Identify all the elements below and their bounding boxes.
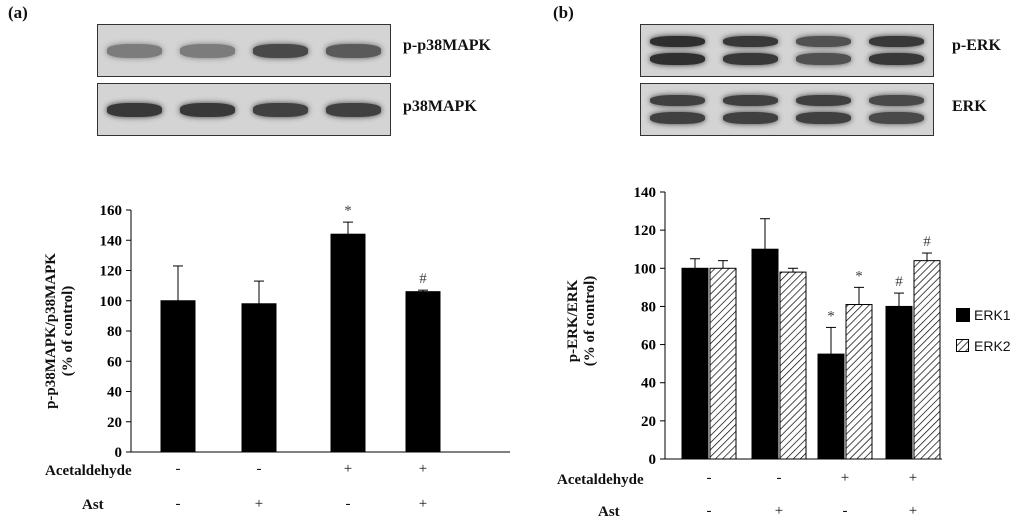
bar [681,267,709,460]
blot-band [106,44,163,58]
significance-mark: # [923,234,931,250]
blot-band [325,103,382,117]
blot-band [325,44,382,58]
panel-a-label: (a) [8,3,28,22]
treatment-mark: + [908,503,918,519]
chart-a-ast-label: Ast [82,497,104,513]
blot-band [179,103,236,117]
treatment-mark: + [254,496,264,512]
significance-mark: # [895,274,903,290]
bar [751,248,779,460]
blot-band [252,44,309,58]
blot-band [722,112,779,125]
blot-band [868,95,925,107]
blot-band [795,112,852,125]
blot-p38mapk [97,83,391,136]
treatment-mark: + [418,496,428,512]
blot-band [649,112,706,125]
y-tick-label: 160 [100,203,123,219]
blot-band [252,103,309,117]
treatment-mark: - [776,470,782,486]
y-tick-label: 20 [641,414,656,430]
blot-band [649,95,706,107]
bar [160,300,196,453]
treatment-mark: + [343,461,353,477]
blot-band [795,95,852,107]
y-tick-label: 0 [649,452,657,468]
treatment-mark: - [256,461,262,477]
bar [913,260,941,460]
treatment-mark: - [175,496,181,512]
y-tick-label: 100 [100,294,123,310]
y-tick-label: 100 [634,261,657,277]
blot-p-p38mapk [97,24,391,77]
y-tick-label: 60 [641,338,656,354]
y-tick-label: 120 [100,264,123,280]
blot-band [868,36,925,48]
bar [779,271,807,460]
legend-erk2-label: ERK2 [974,338,1011,354]
bar [330,233,366,453]
blot-band [106,103,163,117]
blot-band [795,36,852,48]
significance-mark: * [827,308,835,324]
legend-erk2: ERK2 [956,338,1011,354]
y-tick-label: 40 [641,376,656,392]
bar [845,304,873,460]
y-tick-label: 60 [107,354,122,370]
bar [885,305,913,460]
y-tick-label: 80 [641,299,656,315]
treatment-mark: + [908,470,918,486]
legend-erk1: ERK1 [956,307,1011,323]
blot-band [795,53,852,66]
panel-b-label: (b) [553,3,574,22]
treatment-mark: + [774,503,784,519]
blot-band [868,53,925,66]
blot-band [722,36,779,48]
blot-label-p38mapk: p38MAPK [403,98,477,115]
legend-erk1-label: ERK1 [974,307,1011,323]
chart-b-ast-label: Ast [598,504,620,520]
y-tick-label: 120 [634,223,657,239]
significance-mark: * [344,203,352,219]
chart-a-acetaldehyde-label: Acetaldehyde [45,463,132,479]
blot-erk [640,83,934,136]
bar [709,267,737,460]
significance-mark: # [419,271,427,287]
treatment-mark: - [706,470,712,486]
treatment-mark: - [842,503,848,519]
treatment-mark: - [706,503,712,519]
blot-band [649,36,706,48]
y-tick-label: 80 [107,324,122,340]
blot-label-erk: ERK [952,98,987,115]
treatment-mark: - [175,461,181,477]
blot-label-p-erk: p-ERK [952,37,1001,54]
treatment-mark: + [840,470,850,486]
blot-label-p-p38mapk: p-p38MAPK [403,37,491,54]
y-tick-label: 0 [115,445,123,461]
blot-band [179,44,236,58]
y-tick-label: 140 [100,233,123,249]
blot-band [722,95,779,107]
bar [405,291,441,453]
blot-band [649,53,706,66]
y-tick-label: 140 [634,185,657,201]
treatment-mark: + [418,461,428,477]
legend-erk1-swatch [956,308,970,322]
bar [817,353,845,460]
blot-band [722,53,779,66]
blot-p-erk [640,24,934,77]
y-tick-label: 20 [107,415,122,431]
chart-b-acetaldehyde-label: Acetaldehyde [557,472,644,488]
y-tick-label: 40 [107,385,122,401]
bar [241,303,277,453]
significance-mark: * [855,268,863,284]
blot-band [868,112,925,125]
legend-erk2-swatch [956,339,969,352]
treatment-mark: - [345,496,351,512]
